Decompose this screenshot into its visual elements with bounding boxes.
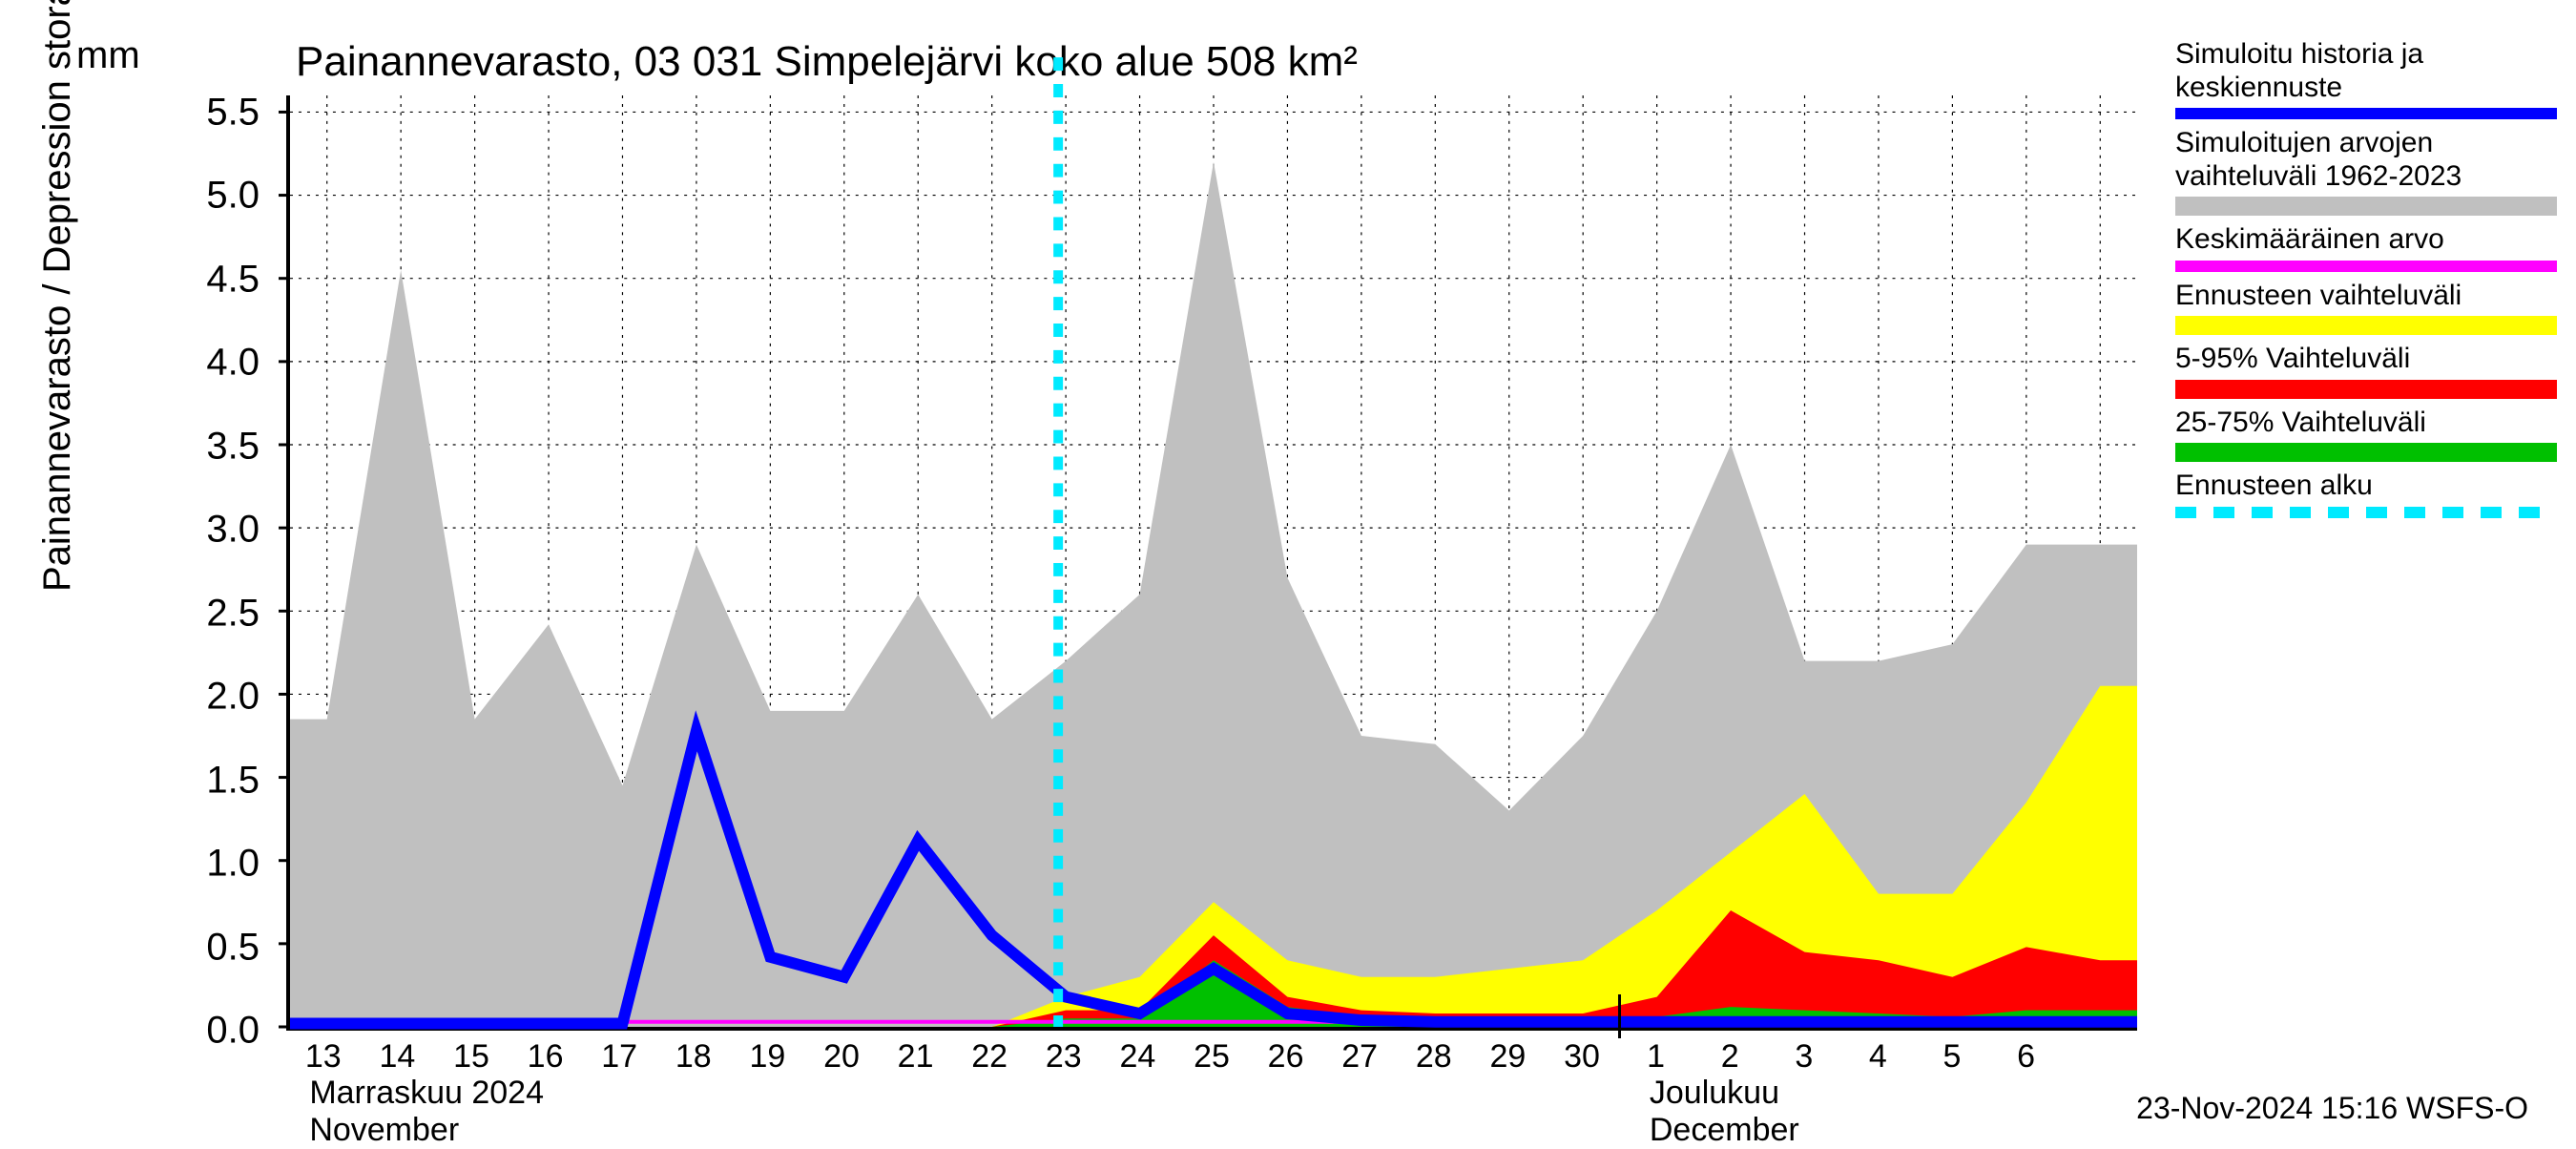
chart-container: mm Painannevarasto / Depression storage … xyxy=(0,0,2576,1145)
legend-label: Ennusteen vaihteluväli xyxy=(2175,280,2557,313)
month-label: JoulukuuDecember xyxy=(1650,1075,1799,1149)
legend-label: Simuloitujen arvojenvaihteluväli 1962-20… xyxy=(2175,127,2557,193)
x-tick-label: 21 xyxy=(898,1038,934,1076)
x-tick-label: 20 xyxy=(823,1038,860,1076)
x-tick-label: 13 xyxy=(305,1038,342,1076)
y-tick-label: 4.5 xyxy=(206,258,260,301)
legend-item: Simuloitu historia jakeskiennuste xyxy=(2175,38,2557,119)
y-unit-label: mm xyxy=(76,34,140,77)
y-tick-labels: 0.00.51.01.52.02.53.03.54.04.55.05.5 xyxy=(0,95,277,1031)
x-tick-label: 5 xyxy=(1943,1038,1962,1076)
x-tick-label: 6 xyxy=(2017,1038,2035,1076)
y-tick-label: 5.0 xyxy=(206,175,260,218)
x-tick-label: 19 xyxy=(749,1038,785,1076)
plot-svg xyxy=(290,95,2137,1027)
month-separator xyxy=(1618,994,1621,1038)
x-tick-label: 29 xyxy=(1489,1038,1526,1076)
y-tick-label: 2.5 xyxy=(206,592,260,635)
x-tick-label: 23 xyxy=(1046,1038,1082,1076)
x-tick-label: 16 xyxy=(528,1038,564,1076)
x-tick-label: 2 xyxy=(1721,1038,1739,1076)
y-tick-label: 3.0 xyxy=(206,509,260,552)
x-tick-label: 3 xyxy=(1795,1038,1813,1076)
y-tick-label: 1.0 xyxy=(206,843,260,886)
x-tick-label: 4 xyxy=(1869,1038,1887,1076)
legend-label: 25-75% Vaihteluväli xyxy=(2175,407,2557,440)
x-tick-label: 30 xyxy=(1564,1038,1600,1076)
legend-swatch xyxy=(2175,108,2557,119)
x-tick-label: 26 xyxy=(1268,1038,1304,1076)
x-tick-label: 14 xyxy=(379,1038,415,1076)
legend-label: 5-95% Vaihteluväli xyxy=(2175,343,2557,376)
x-tick-label: 24 xyxy=(1119,1038,1155,1076)
legend-label: Keskimääräinen arvo xyxy=(2175,223,2557,257)
y-tick-label: 0.5 xyxy=(206,926,260,969)
legend-swatch xyxy=(2175,261,2557,272)
y-tick-label: 5.5 xyxy=(206,91,260,134)
legend-swatch xyxy=(2175,507,2557,518)
x-tick-label: 25 xyxy=(1194,1038,1230,1076)
y-tick-label: 0.0 xyxy=(206,1010,260,1053)
legend-label: Simuloitu historia jakeskiennuste xyxy=(2175,38,2557,104)
legend-item: 5-95% Vaihteluväli xyxy=(2175,343,2557,399)
y-tick-label: 1.5 xyxy=(206,759,260,802)
legend-item: Keskimääräinen arvo xyxy=(2175,223,2557,272)
y-tick-label: 3.5 xyxy=(206,425,260,468)
plot-area xyxy=(286,95,2137,1031)
legend-swatch xyxy=(2175,443,2557,462)
legend-item: 25-75% Vaihteluväli xyxy=(2175,407,2557,463)
legend-swatch xyxy=(2175,380,2557,399)
legend-label: Ennusteen alku xyxy=(2175,470,2557,503)
month-label: Marraskuu 2024November xyxy=(309,1075,544,1149)
x-tick-label: 18 xyxy=(675,1038,712,1076)
x-tick-label: 22 xyxy=(971,1038,1008,1076)
y-tick-label: 2.0 xyxy=(206,676,260,719)
legend-item: Ennusteen vaihteluväli xyxy=(2175,280,2557,336)
x-tick-label: 28 xyxy=(1416,1038,1452,1076)
legend-swatch xyxy=(2175,197,2557,216)
legend-item: Simuloitujen arvojenvaihteluväli 1962-20… xyxy=(2175,127,2557,216)
legend-swatch xyxy=(2175,316,2557,335)
y-tick-label: 4.0 xyxy=(206,342,260,385)
x-tick-label: 1 xyxy=(1647,1038,1665,1076)
legend: Simuloitu historia jakeskiennuste Simuloi… xyxy=(2175,38,2557,526)
x-tick-label: 15 xyxy=(453,1038,489,1076)
legend-item: Ennusteen alku xyxy=(2175,470,2557,518)
x-tick-label: 27 xyxy=(1341,1038,1378,1076)
x-tick-labels: 1314151617181920212223242526272829301234… xyxy=(286,1038,2137,1076)
chart-title: Painannevarasto, 03 031 Simpelejärvi kok… xyxy=(296,38,1358,86)
x-tick-label: 17 xyxy=(601,1038,637,1076)
timestamp-label: 23-Nov-2024 15:16 WSFS-O xyxy=(2136,1091,2528,1126)
